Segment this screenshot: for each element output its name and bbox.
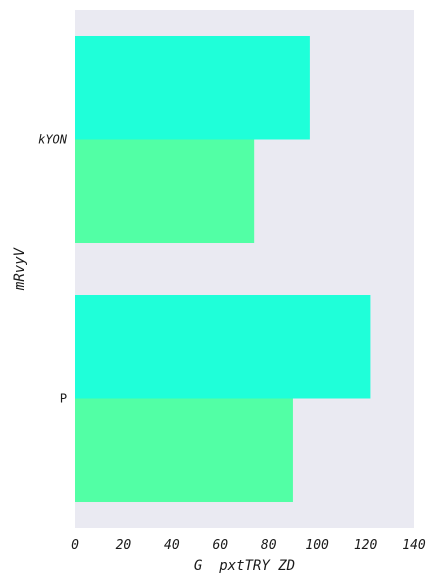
x-tick-label: 100 (305, 538, 329, 553)
y-category-labels: kYON P (38, 133, 68, 406)
bar-kyon-series-2 (75, 139, 255, 243)
y-category-label: P (60, 392, 67, 406)
y-axis-label: mRvyV (12, 246, 28, 291)
bar-p-series-2 (75, 398, 293, 502)
x-tick-label: 20 (116, 538, 132, 553)
x-tick-label: 80 (261, 538, 277, 553)
x-tick-labels: 0 20 40 60 80 100 120 140 (71, 538, 426, 553)
bars-group (75, 36, 371, 502)
x-tick-label: 120 (354, 538, 378, 553)
y-category-label: kYON (38, 133, 68, 147)
bar-p-series-1 (75, 295, 371, 399)
x-tick-label: 140 (402, 538, 426, 553)
x-tick-label: 40 (164, 538, 180, 553)
x-axis-label: G pxtTRY ZD (194, 558, 295, 574)
x-tick-label: 60 (212, 538, 228, 553)
x-tick-label: 0 (71, 538, 79, 553)
bar-kyon-series-1 (75, 36, 310, 140)
